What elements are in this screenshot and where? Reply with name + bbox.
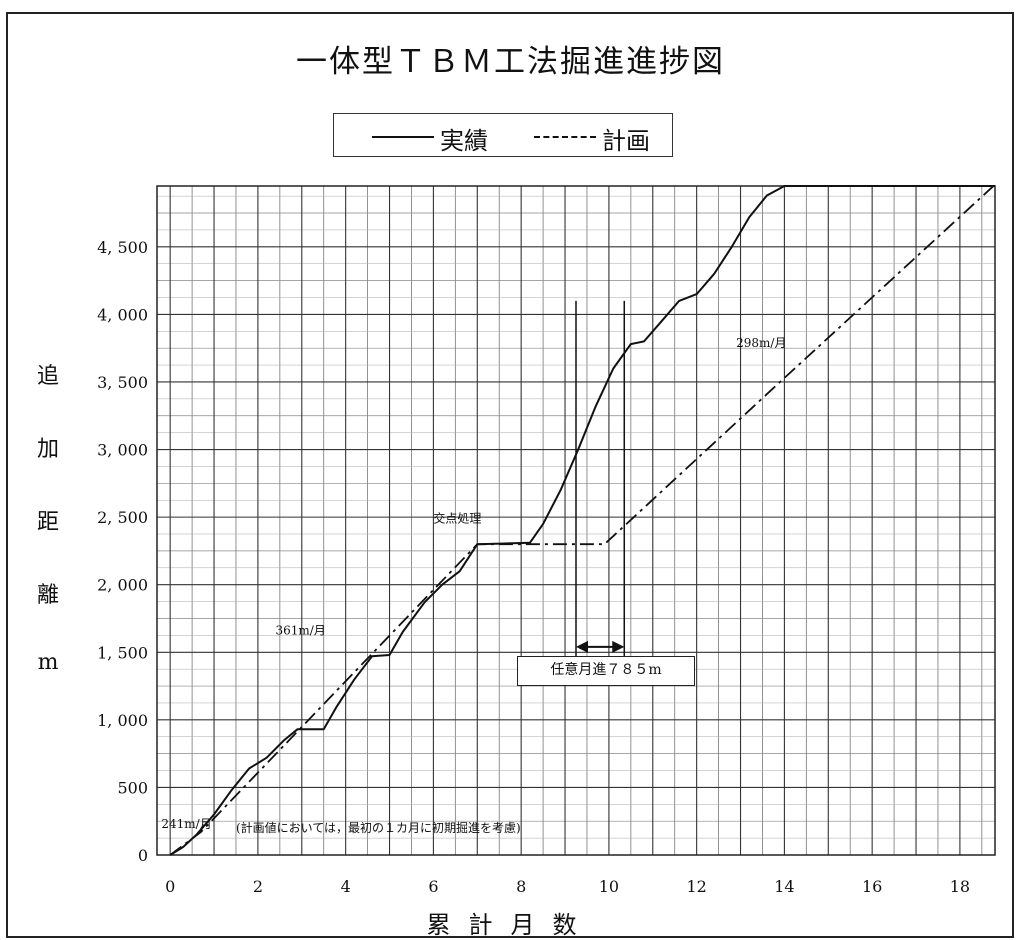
y-tick-label: 1, 000 [97, 711, 148, 730]
annotation-plan-note: (計画値においては，最初の１カ月に初期掘進を考慮) [236, 820, 521, 835]
x-tick-label: 12 [686, 877, 706, 896]
x-tick-label: 0 [165, 877, 175, 896]
y-tick-label: 3, 500 [97, 373, 148, 392]
y-tick-label: 2, 000 [97, 576, 148, 595]
y-axis-label-char: 加 [36, 437, 59, 462]
legend-plan-swatch [534, 136, 596, 138]
x-tick-label: 6 [428, 877, 438, 896]
series-plan-line [169, 183, 996, 856]
legend-actual-label: 実績 [440, 127, 488, 155]
legend-actual-swatch [372, 136, 434, 138]
x-tick-label: 18 [950, 877, 970, 896]
y-axis-label-char: 距 [36, 510, 59, 535]
x-axis-label: 累計月数 [426, 911, 595, 939]
annotation-361m: 361m/月 [275, 624, 325, 638]
y-tick-label: 3, 000 [97, 441, 148, 460]
y-axis-label: 追加距離 m [28, 358, 68, 723]
x-tick-label: 2 [253, 877, 263, 896]
series-actual-line [169, 185, 995, 856]
x-tick-label: 8 [516, 877, 526, 896]
y-tick-label: 4, 000 [97, 305, 148, 324]
y-axis-label-char: 追 [36, 364, 59, 389]
x-tick-label: 4 [341, 877, 351, 896]
annotation-298m: 298m/月 [736, 336, 786, 350]
chart-frame [6, 12, 1014, 938]
y-axis-label-char: 離 [36, 583, 59, 608]
y-axis-label-char: m [37, 650, 59, 675]
x-tick-label: 14 [774, 877, 794, 896]
y-tick-label: 500 [117, 778, 148, 797]
chart-title: 一体型ＴＢＭ工法掘進進捗図 [296, 44, 725, 80]
range-arrowhead-left [576, 640, 588, 653]
y-tick-label: 4, 500 [97, 238, 148, 257]
y-tick-label: 1, 500 [97, 643, 148, 662]
legend-plan-label: 計画 [602, 127, 650, 155]
y-tick-label: 0 [138, 846, 148, 865]
annotation-241m: 241m/月 [161, 817, 211, 831]
x-tick-label: 16 [862, 877, 882, 896]
callout-monthly-advance: 任意月進７８５m [517, 656, 695, 686]
range-arrowhead-right [612, 640, 625, 653]
annotation-intersection: 交点処理 [433, 511, 481, 526]
x-tick-label: 10 [599, 877, 619, 896]
y-tick-label: 2, 500 [97, 508, 148, 527]
legend: 実績 計画 [333, 113, 673, 157]
plot-border [156, 185, 996, 856]
